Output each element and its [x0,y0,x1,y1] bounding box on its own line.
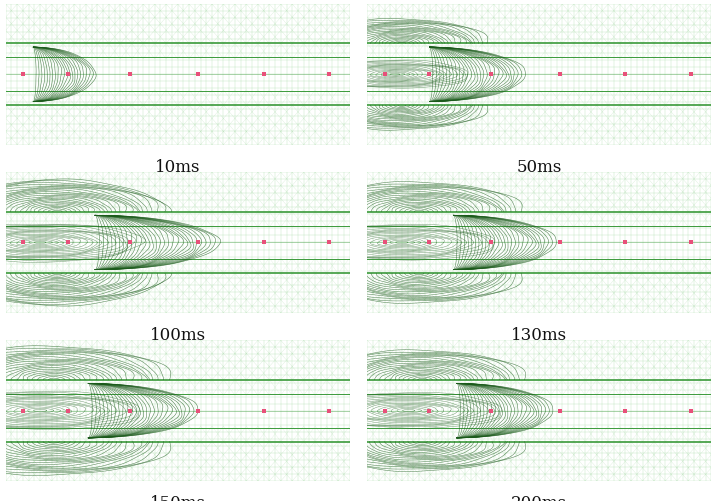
Text: 10ms: 10ms [155,159,200,176]
Text: 200ms: 200ms [511,495,567,501]
Text: 50ms: 50ms [517,159,562,176]
Text: 150ms: 150ms [150,495,206,501]
Text: 130ms: 130ms [511,327,567,344]
Text: 100ms: 100ms [150,327,206,344]
